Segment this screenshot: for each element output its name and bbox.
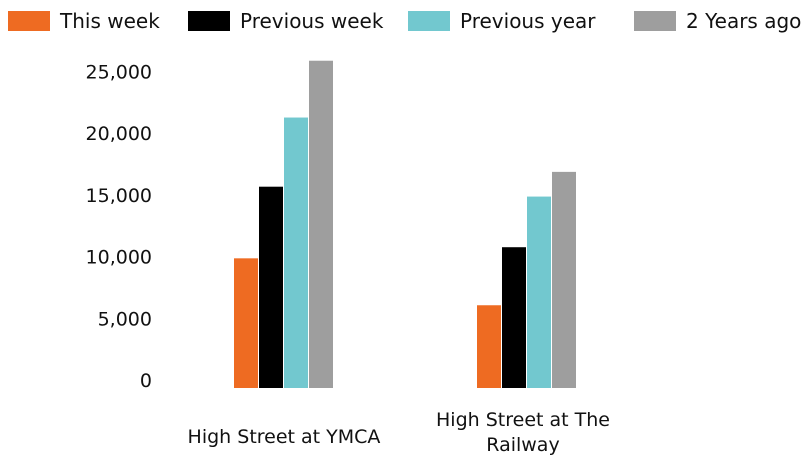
bar-previous-year (284, 117, 308, 388)
x-category-label: High Street at The (436, 409, 610, 431)
y-tick-label: 15,000 (86, 185, 152, 207)
legend-label-previous-week: Previous week (240, 9, 384, 33)
x-category-label: High Street at YMCA (188, 426, 381, 448)
legend-swatch-this-week (8, 11, 50, 31)
x-axis: High Street at YMCA High Street at The Rai… (188, 409, 610, 456)
legend-swatch-2-years-ago (634, 11, 676, 31)
legend-label-this-week: This week (60, 9, 160, 33)
legend-item-this-week: This week (8, 8, 160, 34)
legend-item-2-years-ago: 2 Years ago (634, 8, 801, 34)
y-axis: 0 5,000 10,000 15,000 20,000 25,000 (86, 61, 152, 392)
bar-2-years-ago (309, 60, 333, 388)
y-tick-label: 0 (140, 370, 152, 392)
y-tick-label: 5,000 (98, 308, 152, 330)
bar-previous-week (502, 247, 526, 388)
legend-item-previous-week: Previous week (188, 8, 383, 34)
legend-swatch-previous-week (188, 11, 230, 31)
bar-this-week (234, 258, 258, 388)
bar-2-years-ago (552, 171, 576, 388)
legend-label-previous-year: Previous year (460, 9, 596, 33)
bars (234, 60, 576, 388)
legend-item-previous-year: Previous year (408, 8, 596, 34)
y-tick-label: 20,000 (86, 123, 152, 145)
bar-this-week (477, 305, 501, 388)
legend-swatch-previous-year (408, 11, 450, 31)
y-tick-label: 10,000 (86, 247, 152, 269)
y-tick-label: 25,000 (86, 61, 152, 83)
legend-label-2-years-ago: 2 Years ago (686, 9, 802, 33)
x-category-label: Railway (486, 434, 559, 456)
bar-previous-year (527, 196, 551, 388)
bar-previous-week (259, 186, 283, 388)
chart-legend: This week Previous week Previous year 2 … (8, 8, 808, 34)
